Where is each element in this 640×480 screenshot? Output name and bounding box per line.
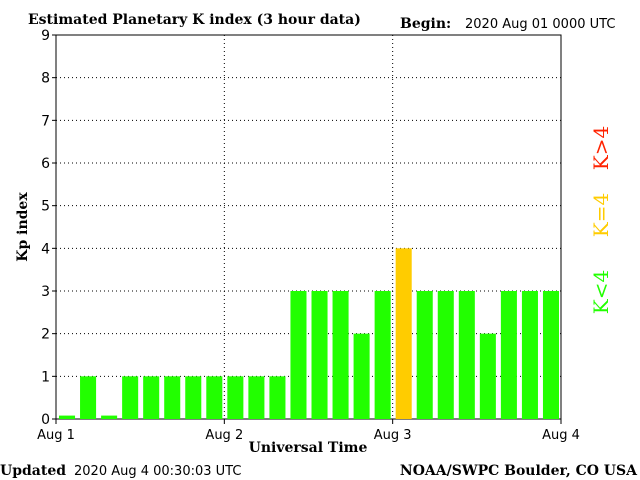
- chart-title: Estimated Planetary K index (3 hour data…: [28, 12, 361, 28]
- x-tick-label: Aug 2: [205, 428, 243, 443]
- x-tick-label: Aug 3: [374, 428, 412, 443]
- kp-bar: [353, 333, 370, 419]
- bars-group: [59, 248, 559, 419]
- kp-bar: [185, 376, 202, 419]
- updated-value: 2020 Aug 4 00:30:03 UTC: [74, 464, 241, 479]
- source-credit: NOAA/SWPC Boulder, CO USA: [400, 463, 638, 479]
- y-tick-label: 2: [41, 327, 50, 343]
- kp-bar: [416, 291, 433, 419]
- kp-bar: [479, 333, 496, 419]
- kp-bar: [227, 376, 244, 419]
- legend-k-equal-4: K=4: [589, 193, 613, 237]
- kp-bar: [458, 291, 475, 419]
- kp-bar: [206, 376, 223, 419]
- y-tick-label: 6: [41, 156, 50, 172]
- y-tick-label: 4: [41, 241, 50, 257]
- updated-label: Updated: [0, 463, 66, 479]
- x-tick-labels: Aug 1 Aug 2 Aug 3 Aug 4: [37, 419, 580, 443]
- legend-k-above-4: K>4: [589, 126, 613, 170]
- kp-bar: [500, 291, 517, 419]
- y-tick-label: 7: [41, 113, 50, 129]
- kp-bar: [290, 291, 307, 419]
- kp-bar: [542, 291, 559, 419]
- y-tick-label: 1: [41, 369, 50, 385]
- kp-bar: [59, 415, 76, 419]
- grid-lines: [56, 34, 561, 419]
- kp-bar: [164, 376, 181, 419]
- begin-label: Begin:: [400, 16, 451, 32]
- kp-bar: [521, 291, 538, 419]
- y-tick-label: 9: [41, 28, 50, 44]
- begin-date: 2020 Aug 01 0000 UTC: [465, 17, 615, 32]
- kp-bar: [101, 415, 118, 419]
- kp-bar: [311, 291, 328, 419]
- y-tick-label: 8: [41, 71, 50, 87]
- kp-bar: [80, 376, 97, 419]
- kp-bar: [395, 248, 412, 419]
- kp-bar: [143, 376, 160, 419]
- x-tick-label: Aug 4: [542, 428, 580, 443]
- kp-bar: [269, 376, 286, 419]
- legend-k-below-4: K<4: [589, 270, 613, 314]
- y-tick-label: 0: [41, 412, 50, 428]
- y-axis-label: Kp index: [15, 192, 31, 262]
- kp-bar: [374, 291, 391, 419]
- y-tick-label: 3: [41, 284, 50, 300]
- kp-bar: [248, 376, 265, 419]
- y-tick-labels: 0 1 2 3 4 5 6 7 8 9: [41, 28, 56, 428]
- kp-bar: [437, 291, 454, 419]
- x-tick-label: Aug 1: [37, 428, 75, 443]
- kp-bar: [332, 291, 349, 419]
- y-tick-label: 5: [41, 199, 50, 215]
- plot-area: [55, 34, 562, 420]
- kp-bar: [122, 376, 139, 419]
- x-axis-label: Universal Time: [249, 440, 368, 456]
